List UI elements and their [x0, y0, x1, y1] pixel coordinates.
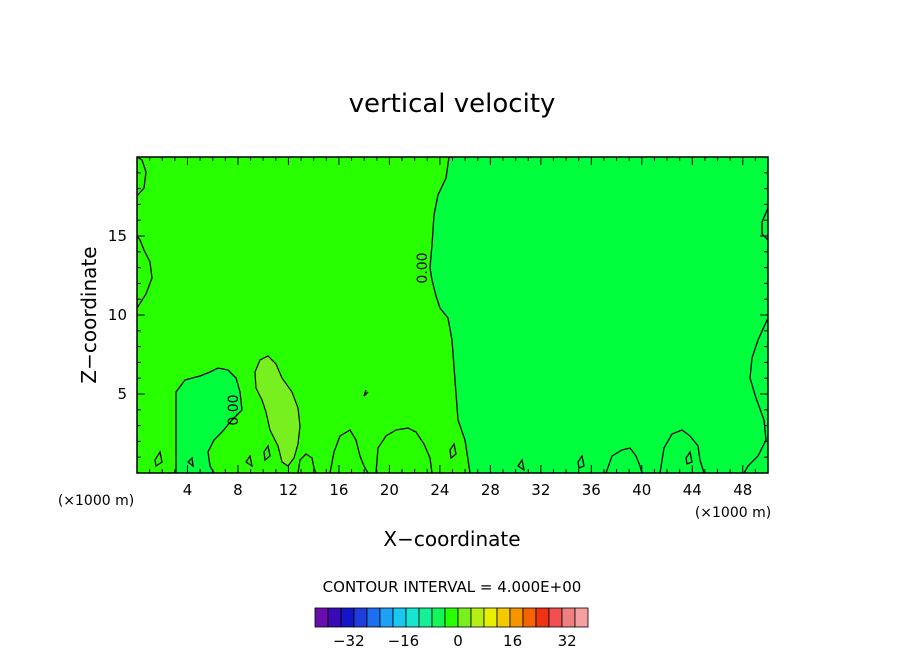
contour-label-zero-lower: 0.00	[226, 394, 242, 425]
colorbar-cell	[457, 607, 472, 628]
x-unit-left: (×1000 m)	[58, 493, 134, 509]
colorbar-cell	[327, 607, 342, 628]
chart-title: vertical velocity	[349, 89, 556, 119]
contour-interval-text: CONTOUR INTERVAL = 4.000E+00	[323, 578, 582, 596]
colorbar-tick-label: −16	[388, 632, 420, 650]
x-axis-label: X−coordinate	[383, 527, 520, 551]
colorbar-cell	[340, 607, 355, 628]
colorbar-cell	[366, 607, 381, 628]
colorbar-cell	[392, 607, 407, 628]
colorbar-cell	[548, 607, 563, 628]
contour-line-bottom-bumps-5	[297, 453, 317, 474]
field-positive-cell	[254, 355, 301, 467]
contour-line-speck-8	[187, 456, 194, 468]
field-lower-left-region	[176, 368, 242, 473]
colorbar-cell	[561, 607, 576, 628]
x-tick-label: 48	[733, 481, 752, 499]
colorbar-cell	[418, 607, 433, 628]
x-tick-label: 44	[683, 481, 702, 499]
colorbar-cell	[353, 607, 368, 628]
contour-line-right-edge-top	[761, 207, 769, 241]
contour-line-speck-2	[154, 450, 163, 468]
contour-line-speck-9	[245, 454, 253, 468]
x-tick-label: 20	[380, 481, 399, 499]
contour-lines	[136, 156, 769, 474]
contour-line-bottom-bumps-1	[329, 429, 369, 474]
colorbar-ticks: −32 −16 0 16 32	[333, 632, 577, 650]
x-tick-label: 16	[329, 481, 348, 499]
x-tick-label: 32	[531, 481, 550, 499]
contour-line-speck-7	[263, 444, 271, 462]
x-tick-label: 36	[582, 481, 601, 499]
colorbar-cell	[522, 607, 537, 628]
colorbar-cell	[535, 607, 550, 628]
contour-line-speck-1	[363, 389, 369, 397]
x-tick-label: 24	[430, 481, 449, 499]
contour-line-left-mid	[136, 235, 153, 309]
colorbar-cell	[483, 607, 498, 628]
colorbar-cell	[509, 607, 524, 628]
x-tick-label: 4	[183, 481, 193, 499]
x-tick-label: 40	[632, 481, 651, 499]
contour-line-speck-3	[449, 442, 457, 460]
contour-line-right-edge-low	[743, 317, 769, 474]
colorbar-cell	[470, 607, 485, 628]
y-tick-label: 15	[108, 227, 127, 245]
contour-fills	[137, 157, 768, 473]
colorbar-cell	[431, 607, 446, 628]
colorbar	[314, 607, 589, 628]
colorbar-tick-label: 16	[503, 632, 522, 650]
x-tick-label: 8	[233, 481, 243, 499]
colorbar-tick-label: −32	[333, 632, 365, 650]
contour-line-lower-left	[175, 367, 243, 474]
contour-line-bottom-bumps-4	[659, 429, 705, 474]
colorbar-cell	[496, 607, 511, 628]
x-tick-label: 28	[481, 481, 500, 499]
colorbar-cell	[379, 607, 394, 628]
colorbar-tick-label: 32	[558, 632, 577, 650]
x-unit-right: (×1000 m)	[695, 505, 771, 521]
contour-line-zero-main	[429, 156, 471, 474]
colorbar-cell	[314, 607, 329, 628]
contour-line-left-edge	[136, 156, 147, 197]
x-axis-ticks: 4 8 12 16 20 24 28 32 36 40 44 48	[149, 157, 756, 499]
y-axis-label: Z−coordinate	[77, 246, 101, 383]
y-axis-ticks: 5 10 15	[108, 172, 768, 458]
y-tick-label: 5	[117, 385, 127, 403]
field-negative-region	[430, 157, 768, 473]
contour-line-speck-5	[517, 458, 525, 472]
colorbar-cell	[574, 607, 589, 628]
y-tick-label: 10	[108, 306, 127, 324]
colorbar-tick-label: 0	[453, 632, 463, 650]
colorbar-cell	[405, 607, 420, 628]
x-tick-label: 12	[279, 481, 298, 499]
colorbar-cell	[444, 607, 459, 628]
contour-label-zero-upper: 0.00	[415, 252, 431, 283]
contour-line-bottom-bumps-3	[605, 447, 643, 474]
contour-line-speck-4	[577, 454, 585, 469]
contour-line-speck-6	[685, 450, 693, 465]
contour-line-bottom-bumps-2	[375, 427, 433, 474]
